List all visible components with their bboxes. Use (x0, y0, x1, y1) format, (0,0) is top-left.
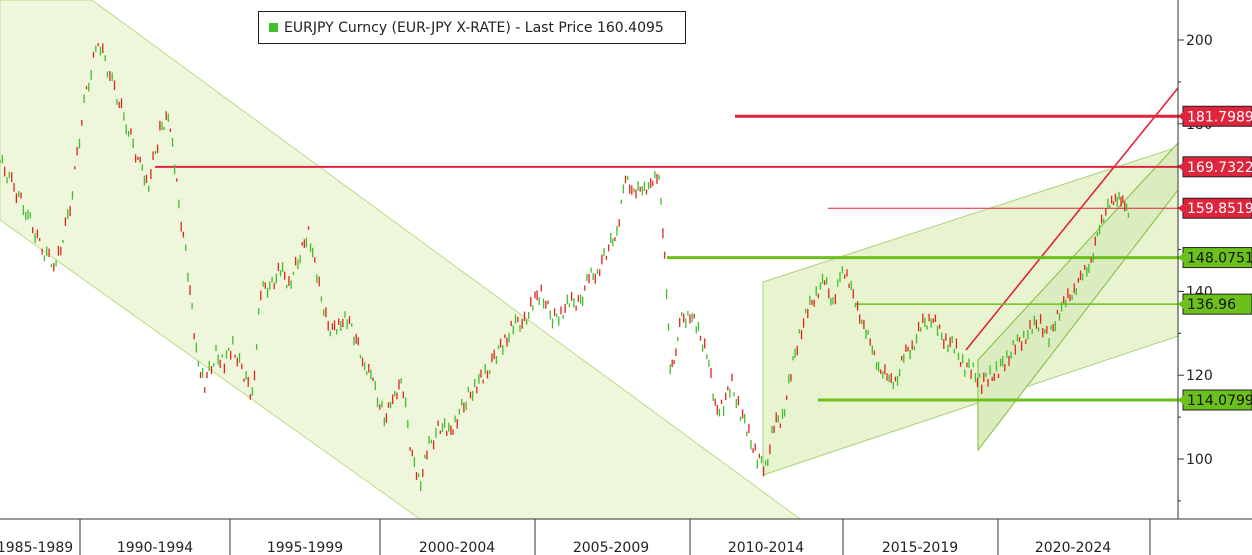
x-tick-label: 1995-1999 (267, 540, 343, 555)
level-tag: 148.0751 (1178, 247, 1252, 269)
level-tag-pointer (1178, 203, 1184, 214)
level-tag: 114.0799 (1178, 389, 1252, 411)
level-lines (155, 114, 1180, 402)
level-tag-pointer (1178, 395, 1184, 406)
level-tag-label: 159.8519 (1187, 201, 1252, 217)
level-tag: 169.7322 (1178, 156, 1252, 178)
legend: EURJPY Curncy (EUR-JPY X-RATE) - Last Pr… (258, 11, 686, 44)
level-tag-label: 169.7322 (1187, 160, 1252, 176)
y-tick-label: 100 (1186, 452, 1213, 468)
level-tag-pointer (1178, 161, 1184, 172)
level-tag: 159.8519 (1178, 197, 1252, 219)
level-tag-label: 148.0751 (1187, 251, 1252, 267)
level-tag-label: 114.0799 (1187, 393, 1252, 409)
x-tick-label: 1990-1994 (117, 540, 193, 555)
x-tick-label: 1985-1989 (0, 540, 73, 555)
x-tick-label: 2020-2024 (1035, 540, 1111, 555)
level-tag-pointer (1178, 111, 1184, 122)
level-tag-pointer (1178, 299, 1184, 310)
x-tick-label: 2015-2019 (882, 540, 958, 555)
x-tick-label: 2000-2004 (419, 540, 495, 555)
legend-label: EURJPY Curncy (EUR-JPY X-RATE) - Last Pr… (284, 19, 664, 36)
trend-channels (0, 0, 1179, 520)
level-tag: 181.7989 (1178, 105, 1252, 127)
y-tick-label: 200 (1186, 33, 1213, 49)
x-tick-label: 2005-2009 (573, 540, 649, 555)
level-tag-pointer (1178, 252, 1184, 263)
level-tag: 136.96 (1178, 293, 1252, 315)
level-tag-label: 136.96 (1187, 297, 1236, 313)
level-tag-label: 181.7989 (1187, 109, 1252, 125)
red-trendline (965, 87, 1179, 351)
x-tick-label: 2010-2014 (728, 540, 804, 555)
level-tags: 181.7989 169.7322 159.8519 148.0751 136.96 11… (1178, 105, 1252, 411)
downtrend-channel (0, 0, 802, 520)
price-series (0, 43, 1130, 492)
y-tick-label: 120 (1186, 368, 1213, 384)
legend-swatch (269, 23, 278, 32)
